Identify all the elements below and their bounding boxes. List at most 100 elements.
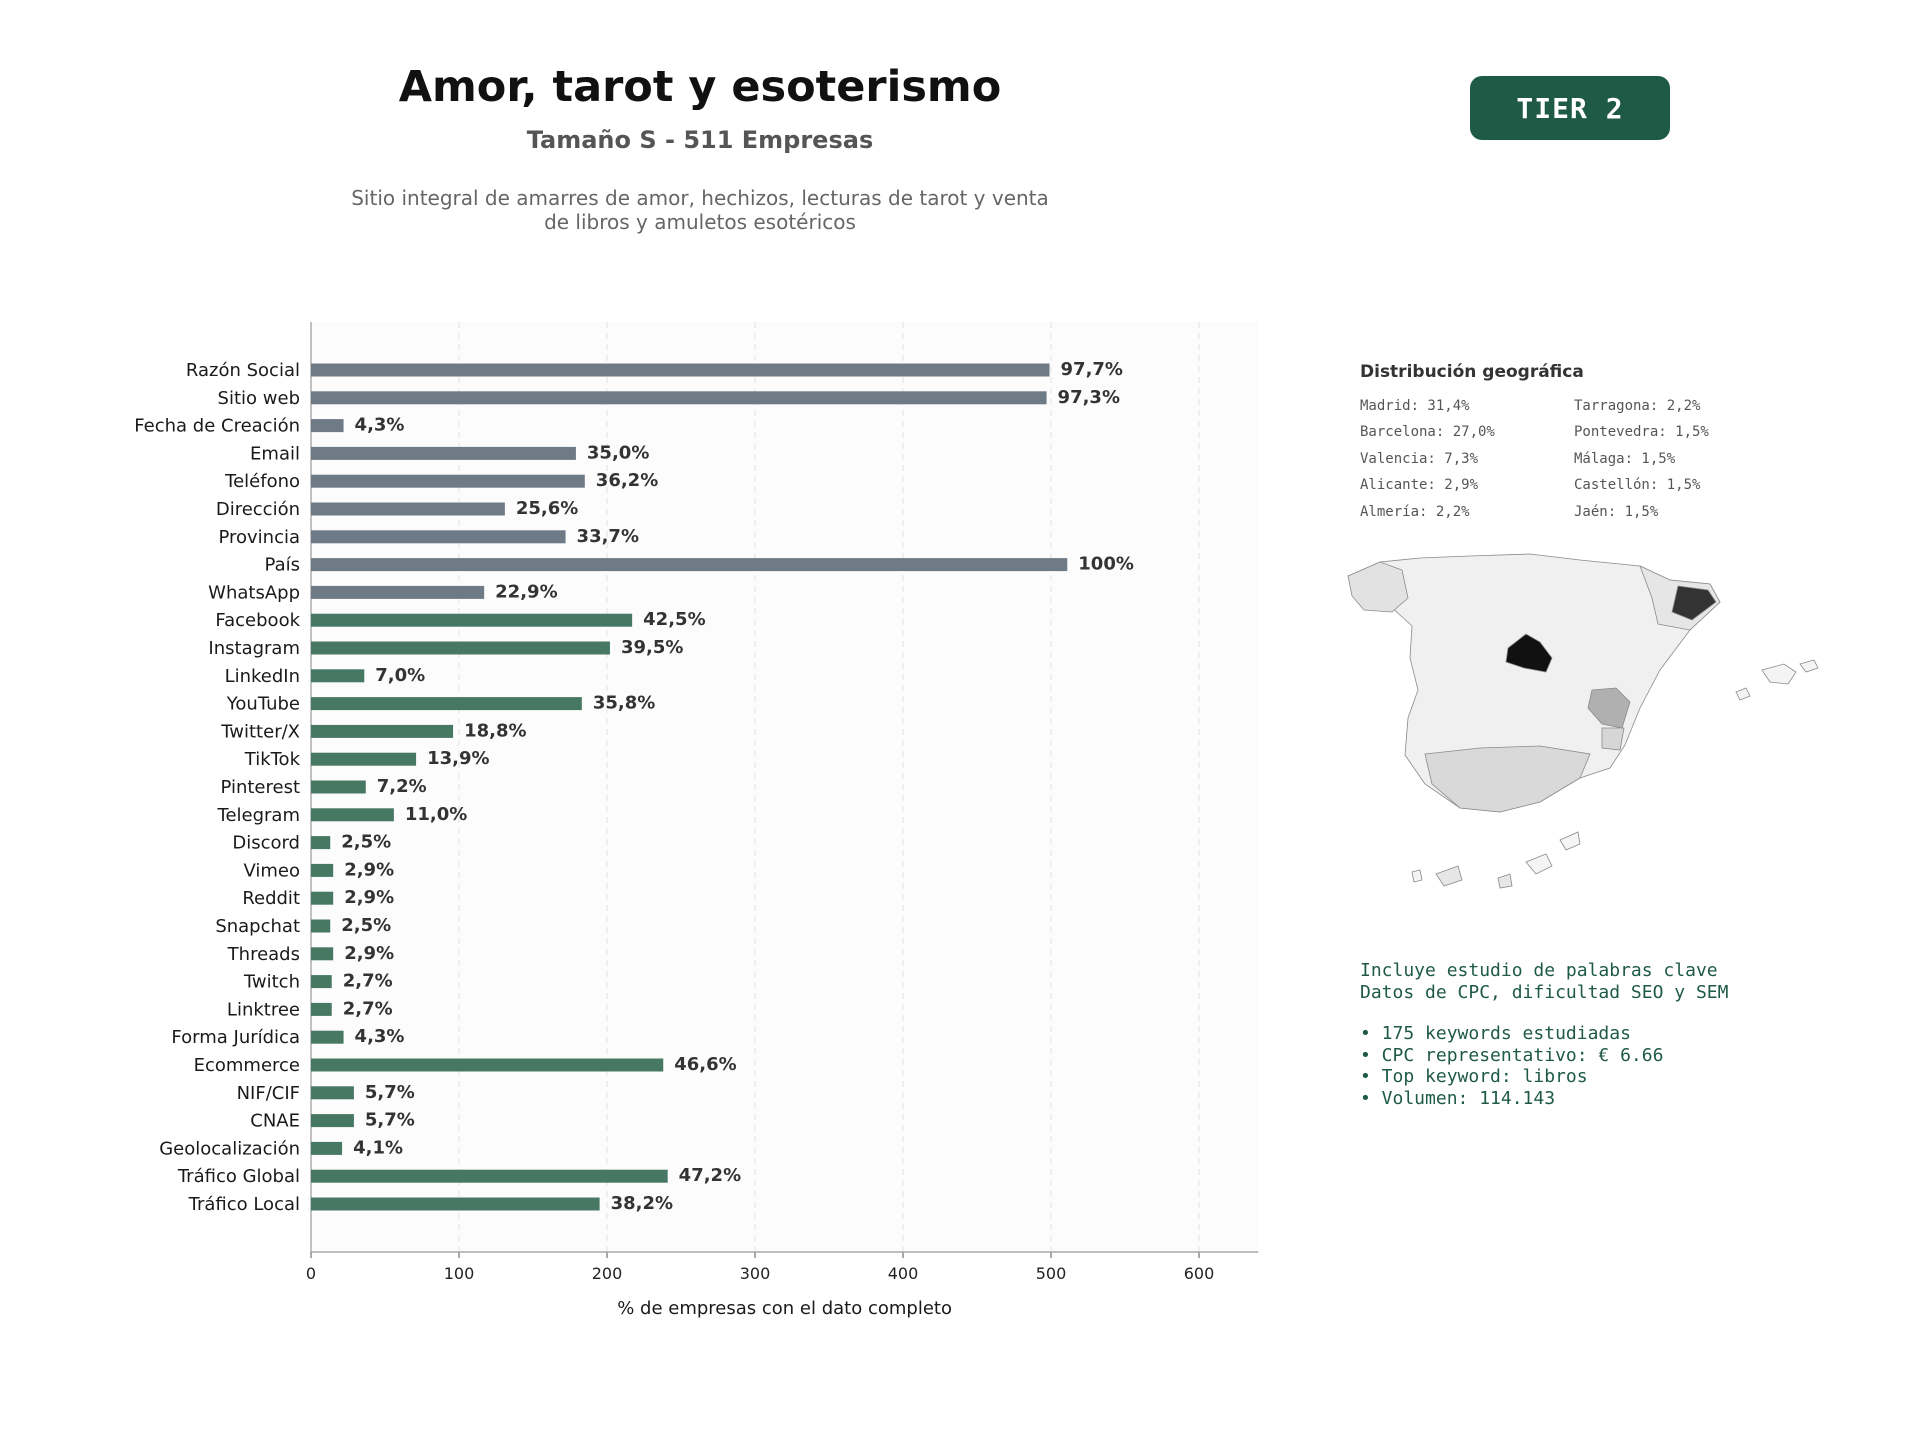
bar — [311, 474, 585, 488]
data-label: 39,5% — [621, 637, 683, 658]
y-tick-label: Fecha de Creación — [134, 416, 300, 437]
spain-map — [1347, 553, 1819, 889]
bar — [311, 1086, 354, 1100]
y-tick-label: LinkedIn — [225, 666, 300, 687]
keywords-line: Incluye estudio de palabras clave — [1360, 960, 1718, 981]
keyword-bullet: • CPC representativo: € 6.66 — [1360, 1044, 1664, 1066]
data-label: 33,7% — [577, 526, 639, 547]
map-region-baleares-3 — [1735, 687, 1751, 701]
x-tick-label: 500 — [1036, 1264, 1067, 1283]
bar — [311, 724, 454, 738]
y-tick-label: NIF/CIF — [237, 1083, 300, 1104]
map-region-canarias-4 — [1559, 831, 1581, 851]
bar — [311, 947, 334, 961]
bar — [311, 613, 633, 627]
bar — [311, 1058, 664, 1072]
y-tick-label: Provincia — [218, 527, 300, 548]
y-tick-label: Linktree — [227, 999, 300, 1020]
y-tick-label: Facebook — [215, 610, 300, 631]
bar — [311, 1002, 332, 1016]
geo-item: Madrid: 31,4% — [1360, 398, 1470, 414]
data-label: 4,3% — [355, 1026, 405, 1047]
bar — [311, 1114, 354, 1128]
map-region-baleares-2 — [1799, 659, 1819, 673]
keywords-line: Datos de CPC, dificultad SEO y SEM — [1360, 981, 1729, 1003]
y-tick-label: Ecommerce — [194, 1055, 300, 1076]
y-tick-label: CNAE — [250, 1111, 300, 1132]
y-tick-label: Email — [250, 443, 300, 464]
x-tick-label: 600 — [1184, 1264, 1215, 1283]
geo-distribution-title: Distribución geográfica — [1360, 362, 1584, 382]
map-region-andalusia — [1424, 745, 1591, 813]
data-label: 2,9% — [344, 887, 394, 908]
keywords-info: Incluye estudio de palabras clave Datos … — [1360, 960, 1860, 1109]
bar-chart: 0 100 200 300 400 500 600 Razón Social 97,7% Siti… — [134, 322, 1259, 1319]
geo-item: Tarragona: 2,2% — [1574, 398, 1701, 414]
geo-item: Málaga: 1,5% — [1574, 450, 1676, 467]
description-line: Sitio integral de amarres de amor, hechi… — [351, 186, 1049, 210]
y-tick-label: Razón Social — [186, 360, 300, 381]
keyword-bullet: • Volumen: 114.143 — [1360, 1087, 1556, 1109]
bar — [311, 780, 366, 794]
bar — [311, 530, 566, 544]
y-tick-label: Sitio web — [218, 388, 300, 409]
data-label: 2,7% — [343, 998, 393, 1019]
x-tick-label: 400 — [888, 1264, 919, 1283]
map-region-canarias-1 — [1435, 865, 1463, 887]
data-label: 11,0% — [405, 804, 467, 825]
bar — [311, 446, 576, 460]
data-label: 2,5% — [341, 915, 391, 936]
y-tick-label: Geolocalización — [159, 1138, 300, 1159]
x-tick-label: 100 — [444, 1264, 475, 1283]
bar — [311, 891, 334, 905]
data-label: 2,5% — [341, 832, 391, 853]
map-region-baleares-1 — [1761, 663, 1797, 685]
y-tick-label: Discord — [232, 833, 300, 854]
geo-item: Pontevedra: 1,5% — [1574, 424, 1709, 441]
y-tick-label: Telegram — [217, 805, 300, 826]
y-tick-label: Instagram — [208, 638, 300, 659]
data-label: 100% — [1078, 554, 1134, 575]
data-label: 46,6% — [674, 1054, 736, 1075]
bar — [311, 1197, 600, 1211]
data-label: 2,9% — [344, 943, 394, 964]
map-region-madrid — [1505, 633, 1553, 673]
map-region-alicante — [1601, 727, 1625, 751]
y-tick-label: Dirección — [216, 499, 300, 520]
bar — [311, 975, 332, 989]
x-tick-label: 0 — [306, 1264, 316, 1283]
bar — [311, 558, 1068, 572]
map-region-canarias-2 — [1497, 873, 1513, 889]
page-subtitle: Tamaño S - 511 Empresas — [526, 126, 874, 154]
data-label: 42,5% — [643, 609, 705, 630]
bar — [311, 1169, 668, 1183]
bar — [311, 836, 331, 850]
x-tick-label: 200 — [592, 1264, 623, 1283]
bar — [311, 502, 505, 516]
data-label: 2,7% — [343, 971, 393, 992]
keywords-gap — [1360, 1003, 1860, 1023]
map-region-canarias-5 — [1411, 869, 1423, 883]
bar — [311, 919, 331, 933]
map-region-galicia — [1347, 561, 1409, 613]
data-label: 97,7% — [1061, 359, 1123, 380]
data-label: 47,2% — [679, 1165, 741, 1186]
y-tick-label: Forma Jurídica — [171, 1027, 300, 1048]
description-line: de libros y amuletos esotéricos — [544, 210, 856, 234]
data-label: 5,7% — [365, 1110, 415, 1131]
x-tick-label: 300 — [740, 1264, 771, 1283]
y-tick-label: Reddit — [242, 888, 300, 909]
bar — [311, 752, 417, 766]
page-title: Amor, tarot y esoterismo — [398, 62, 1002, 112]
y-tick-label: Twitter/X — [220, 721, 300, 742]
data-label: 22,9% — [495, 581, 557, 602]
bar — [311, 363, 1050, 377]
bar — [311, 391, 1047, 405]
y-tick-label: Pinterest — [220, 777, 300, 798]
bar — [311, 808, 394, 822]
map-region-canarias-3 — [1525, 853, 1553, 875]
y-tick-label: Twitch — [243, 972, 300, 993]
data-label: 7,2% — [377, 776, 427, 797]
bar — [311, 1030, 344, 1044]
keyword-bullet: • 175 keywords estudiadas — [1360, 1023, 1631, 1044]
